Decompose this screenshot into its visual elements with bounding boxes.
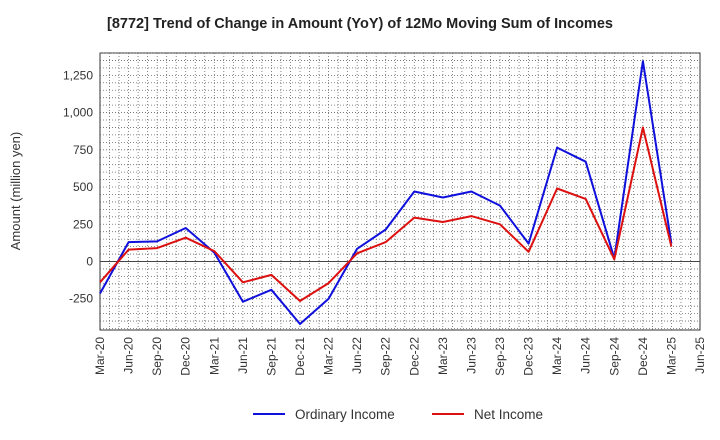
x-tick-label: Mar-22 bbox=[322, 337, 336, 375]
y-tick-label: 750 bbox=[73, 143, 93, 157]
y-tick-label: -250 bbox=[69, 292, 93, 306]
x-tick-label: Mar-20 bbox=[93, 337, 107, 375]
legend-item-net-income: Net Income bbox=[432, 407, 543, 422]
legend-item-ordinary-income: Ordinary Income bbox=[253, 407, 395, 422]
legend-label: Ordinary Income bbox=[295, 407, 395, 422]
x-tick-label: Dec-21 bbox=[293, 337, 307, 376]
y-tick-label: 1,250 bbox=[63, 68, 93, 82]
y-tick-label: 1,000 bbox=[63, 106, 93, 120]
x-tick-label: Mar-21 bbox=[207, 337, 221, 375]
y-tick-label: 500 bbox=[73, 180, 93, 194]
x-tick-label: Sep-22 bbox=[379, 337, 393, 376]
x-tick-label: Dec-24 bbox=[636, 337, 650, 376]
series-line-ordinary-income bbox=[99, 60, 673, 325]
chart-title: [8772] Trend of Change in Amount (YoY) o… bbox=[107, 16, 613, 32]
y-tick-label: 0 bbox=[86, 254, 93, 268]
x-tick-label: Dec-23 bbox=[522, 337, 536, 376]
series-lines bbox=[99, 60, 673, 325]
y-axis-title: Amount (million yen) bbox=[8, 132, 23, 251]
x-tick-label: Sep-24 bbox=[607, 337, 621, 376]
x-tick-label: Jun-23 bbox=[464, 337, 478, 374]
x-tick-label: Mar-23 bbox=[436, 337, 450, 375]
x-tick-label: Jun-25 bbox=[693, 337, 707, 374]
x-tick-label: Jun-24 bbox=[579, 337, 593, 374]
x-tick-label: Jun-22 bbox=[350, 337, 364, 374]
plot-area bbox=[99, 52, 701, 331]
legend: Ordinary Income Net Income bbox=[253, 407, 543, 422]
x-tick-label: Mar-25 bbox=[664, 337, 678, 375]
x-tick-label: Dec-20 bbox=[179, 337, 193, 376]
x-tick-label: Jun-20 bbox=[122, 337, 136, 374]
x-axis: Mar-20 Jun-20 Sep-20 Dec-20 Mar-21 Jun-21 Sep-… bbox=[93, 337, 707, 376]
x-tick-label: Sep-23 bbox=[493, 337, 507, 376]
x-tick-label: Sep-21 bbox=[264, 337, 278, 376]
x-tick-label: Jun-21 bbox=[236, 337, 250, 374]
x-tick-label: Sep-20 bbox=[150, 337, 164, 376]
x-tick-label: Mar-24 bbox=[550, 337, 564, 375]
plot-frame bbox=[99, 52, 701, 331]
y-tick-label: 250 bbox=[73, 217, 93, 231]
y-axis: -250 0 250 500 750 1,000 1,250 bbox=[63, 68, 93, 305]
legend-label: Net Income bbox=[474, 407, 543, 422]
series-line-net-income bbox=[99, 126, 673, 302]
x-tick-label: Dec-22 bbox=[407, 337, 421, 376]
